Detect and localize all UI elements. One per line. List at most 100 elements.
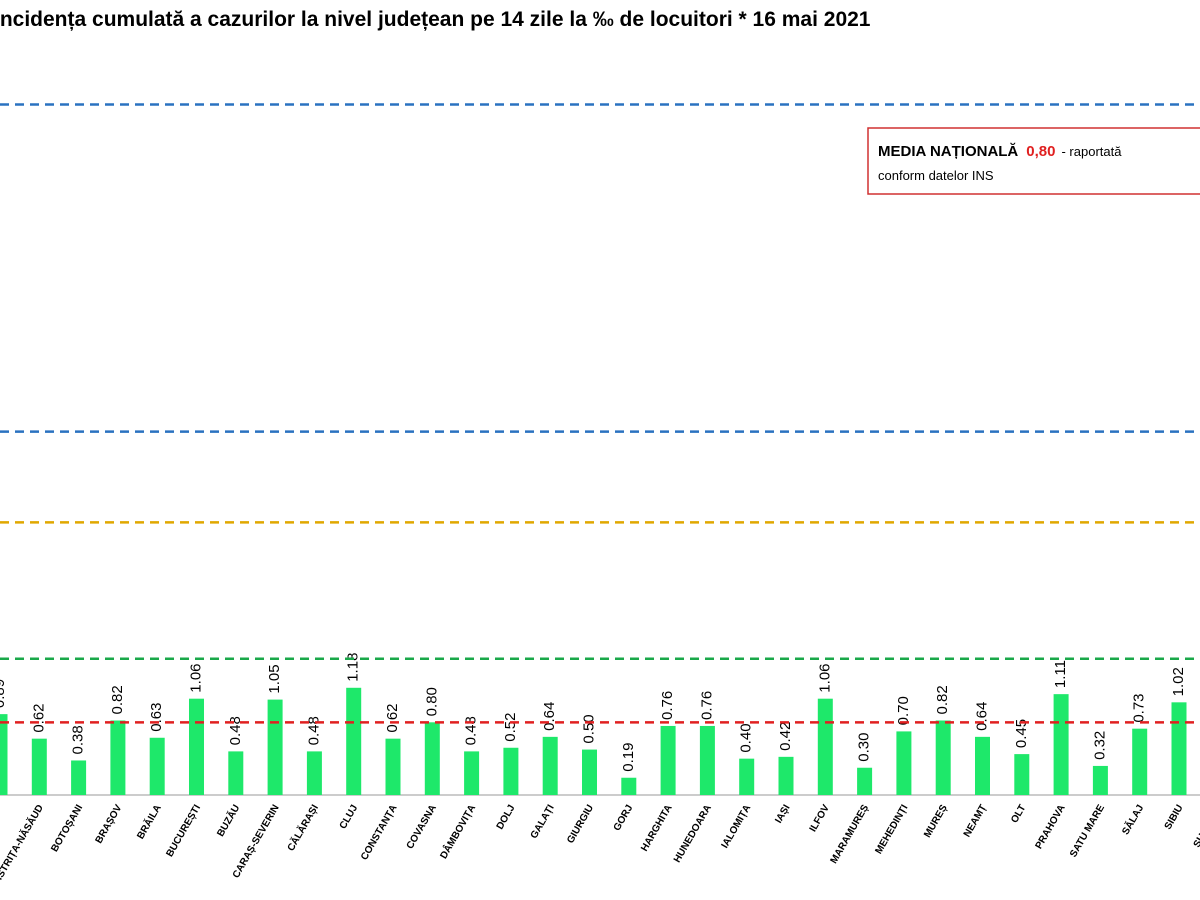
data-label: 0.45 bbox=[1013, 719, 1030, 748]
x-tick-label: CONSTANȚA bbox=[359, 803, 400, 862]
data-label: 1.18 bbox=[345, 653, 362, 682]
x-tick-label: CLUJ bbox=[338, 803, 361, 831]
data-label: 1.02 bbox=[1170, 667, 1187, 696]
bar bbox=[0, 714, 8, 795]
bar bbox=[306, 751, 322, 795]
x-tick-label: SATU MARE bbox=[1068, 803, 1107, 860]
x-tick-label: MARAMUREȘ bbox=[829, 803, 872, 866]
data-label: 0.40 bbox=[738, 723, 755, 752]
annotation-text: MEDIA NAȚIONALĂ 0,80 - raportată bbox=[878, 143, 1122, 160]
data-label: 0.82 bbox=[109, 685, 126, 714]
bar bbox=[110, 720, 126, 795]
bar bbox=[778, 756, 794, 795]
x-tick-label: GORJ bbox=[612, 803, 636, 833]
data-label: 0.19 bbox=[620, 743, 637, 772]
bar bbox=[1132, 728, 1148, 795]
x-tick-label: HARGHITA bbox=[639, 803, 675, 854]
bar bbox=[1014, 754, 1030, 795]
x-tick-label: MUREȘ bbox=[922, 803, 950, 840]
data-label: 0.80 bbox=[423, 687, 440, 716]
x-tick-label: SIBIU bbox=[1163, 803, 1186, 832]
x-tick-label: SĂLAJ bbox=[1119, 802, 1147, 837]
bar bbox=[385, 738, 401, 795]
bar bbox=[464, 751, 480, 795]
x-tick-label: BUCUREȘTI bbox=[164, 803, 203, 859]
bar bbox=[31, 738, 47, 795]
bar bbox=[621, 777, 637, 795]
bar bbox=[542, 736, 558, 795]
data-label: 0.48 bbox=[305, 716, 322, 745]
data-label: 1.06 bbox=[816, 663, 833, 692]
bar bbox=[699, 725, 715, 795]
bar bbox=[424, 722, 440, 795]
bar bbox=[896, 731, 912, 795]
data-label: 0.70 bbox=[895, 696, 912, 725]
x-tick-label: GIURGIU bbox=[565, 803, 596, 846]
data-label: 0.38 bbox=[70, 725, 87, 754]
annotation-line2: conform datelor INS bbox=[878, 168, 994, 183]
bar bbox=[149, 737, 165, 795]
x-tick-label: BOTOȘANI bbox=[49, 803, 85, 854]
data-label: 0.73 bbox=[1131, 693, 1148, 722]
data-label: 0.64 bbox=[541, 702, 558, 731]
data-label: 0.42 bbox=[777, 722, 794, 751]
data-label: 0.89 bbox=[0, 679, 8, 708]
bar bbox=[346, 687, 362, 795]
data-label: 0.63 bbox=[148, 703, 165, 732]
chart-title: Incidența cumulată a cazurilor la nivel … bbox=[0, 8, 871, 31]
data-label: 1.06 bbox=[187, 663, 204, 692]
annotation-suffix: - raportată bbox=[1061, 144, 1122, 159]
data-label: 0.32 bbox=[1091, 731, 1108, 760]
x-tick-label: ILFOV bbox=[808, 803, 832, 834]
x-tick-label: GALAȚI bbox=[529, 803, 557, 841]
bar bbox=[935, 720, 951, 795]
x-tick-label: HUNEDOARA bbox=[672, 803, 714, 865]
bar bbox=[660, 725, 676, 795]
x-tick-label: PRAHOVA bbox=[1034, 803, 1068, 851]
bar bbox=[582, 749, 597, 795]
bar bbox=[503, 747, 519, 795]
bar bbox=[1092, 765, 1108, 795]
bar bbox=[1171, 702, 1187, 795]
bar bbox=[975, 736, 990, 795]
data-label: 0.48 bbox=[227, 716, 244, 745]
x-tick-label: BUZĂU bbox=[214, 802, 243, 839]
data-label: 0.64 bbox=[973, 702, 990, 731]
data-label: 0.62 bbox=[384, 703, 401, 732]
x-tick-label: OLT bbox=[1009, 803, 1028, 825]
data-label: 0.76 bbox=[698, 691, 715, 720]
x-tick-label: BISTRIȚA-NĂSĂUD bbox=[0, 802, 46, 888]
x-tick-label: MEHEDINȚI bbox=[873, 803, 910, 856]
data-label: 0.52 bbox=[502, 713, 519, 742]
x-tick-label: IALOMIȚA bbox=[720, 803, 754, 850]
x-tick-label: NEAMȚ bbox=[962, 803, 989, 839]
bar bbox=[71, 760, 87, 795]
data-label: 1.05 bbox=[266, 664, 283, 693]
bar bbox=[267, 699, 283, 795]
x-tick-label: BRAȘOV bbox=[94, 803, 125, 846]
x-tick-label: BRĂILA bbox=[134, 802, 164, 841]
data-label: 0.76 bbox=[659, 691, 676, 720]
x-tick-label: SUCEAVA bbox=[1192, 803, 1200, 850]
bar bbox=[739, 758, 755, 795]
annotation-box bbox=[867, 127, 1200, 195]
data-label: 0.50 bbox=[580, 714, 597, 743]
bar bbox=[189, 698, 204, 795]
annotation-value: 0,80 bbox=[1026, 143, 1055, 160]
bar bbox=[1053, 694, 1069, 795]
bar bbox=[857, 767, 873, 795]
x-tick-label: DOLJ bbox=[495, 803, 518, 832]
x-tick-label: IAȘI bbox=[773, 803, 792, 826]
data-label: 0.48 bbox=[463, 716, 480, 745]
annotation-label: MEDIA NAȚIONALĂ bbox=[878, 143, 1018, 160]
x-tick-label: COVASNA bbox=[405, 803, 439, 851]
data-label: 0.30 bbox=[856, 733, 873, 762]
data-label: 1.11 bbox=[1052, 660, 1069, 688]
data-label: 0.62 bbox=[30, 703, 47, 732]
bar bbox=[817, 698, 833, 795]
x-tick-label: DÂMBOVIȚA bbox=[437, 802, 479, 861]
bar bbox=[228, 751, 244, 795]
data-label: 0.82 bbox=[934, 685, 951, 714]
x-tick-label: CĂLĂRAȘI bbox=[284, 802, 321, 853]
